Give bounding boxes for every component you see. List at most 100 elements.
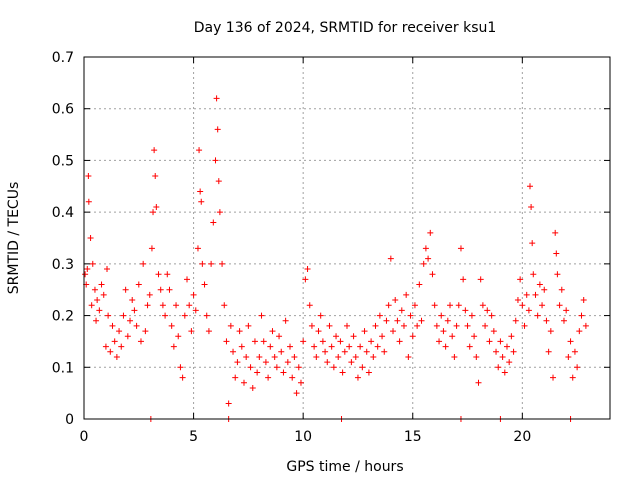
data-point	[447, 302, 454, 309]
data-point	[536, 281, 543, 288]
data-point	[471, 333, 478, 340]
data-point	[245, 322, 252, 329]
data-point	[133, 322, 140, 329]
data-point	[330, 364, 337, 371]
data-point	[140, 260, 147, 267]
data-point	[91, 286, 98, 293]
data-point	[335, 353, 342, 360]
data-point	[232, 374, 239, 381]
data-point	[547, 328, 554, 335]
data-point	[150, 209, 157, 216]
data-point	[98, 281, 105, 288]
data-point	[227, 322, 234, 329]
data-point	[569, 374, 576, 381]
data-point	[482, 322, 489, 329]
data-point	[479, 302, 486, 309]
data-point	[137, 338, 144, 345]
data-point	[523, 291, 530, 298]
plot-frame	[83, 56, 611, 420]
data-point	[118, 343, 125, 350]
data-point	[267, 343, 274, 350]
data-point	[238, 343, 245, 350]
data-point	[390, 328, 397, 335]
y-axis-label: SRMTID / TECUs	[6, 182, 22, 295]
data-point	[177, 364, 184, 371]
data-point	[315, 328, 322, 335]
data-point	[582, 322, 589, 329]
data-point	[433, 322, 440, 329]
data-point	[122, 286, 129, 293]
data-point	[300, 338, 307, 345]
data-point	[444, 317, 451, 324]
data-point	[346, 343, 353, 350]
data-point	[109, 322, 116, 329]
y-tick-label: 0	[65, 412, 74, 428]
data-point	[205, 328, 212, 335]
data-point	[201, 281, 208, 288]
data-point	[527, 183, 534, 190]
data-point	[196, 147, 203, 154]
data-point	[216, 209, 223, 216]
data-point	[503, 343, 510, 350]
data-point	[84, 266, 91, 273]
data-point	[293, 390, 300, 397]
data-point	[87, 235, 94, 241]
data-point	[282, 317, 289, 324]
data-point	[273, 364, 280, 371]
data-point	[322, 348, 329, 355]
data-point	[113, 353, 120, 360]
data-point	[567, 338, 574, 345]
data-point	[89, 260, 96, 267]
data-point	[411, 302, 418, 309]
data-point	[317, 312, 324, 319]
data-point	[578, 312, 585, 319]
data-point	[383, 317, 390, 324]
data-point	[405, 353, 412, 360]
data-point	[571, 348, 578, 355]
data-point	[304, 266, 311, 273]
data-point	[107, 348, 114, 355]
data-point	[361, 328, 368, 335]
data-point	[558, 286, 565, 293]
y-tick-label: 0.3	[52, 257, 74, 273]
data-point	[192, 307, 199, 314]
data-point	[418, 317, 425, 324]
data-point	[120, 312, 127, 319]
data-point	[214, 126, 221, 133]
data-point	[131, 307, 138, 314]
data-point	[512, 317, 519, 324]
data-point	[407, 312, 414, 319]
y-tick-label: 0.1	[52, 360, 74, 376]
data-point	[271, 353, 278, 360]
data-point	[392, 297, 399, 304]
data-point	[381, 348, 388, 355]
data-point	[359, 364, 366, 371]
data-point	[142, 328, 149, 335]
data-point	[135, 281, 142, 288]
data-point	[462, 307, 469, 314]
data-point	[194, 245, 201, 252]
data-point	[164, 271, 171, 278]
data-point	[240, 379, 247, 386]
data-point	[449, 333, 456, 340]
data-point	[278, 348, 285, 355]
data-point	[455, 302, 462, 309]
data-point	[243, 353, 250, 360]
data-point	[368, 338, 375, 345]
data-points	[82, 95, 589, 422]
data-point	[256, 353, 263, 360]
data-point	[350, 333, 357, 340]
data-point	[297, 379, 304, 386]
data-point	[545, 348, 552, 355]
data-point	[173, 302, 180, 309]
data-point	[124, 333, 131, 340]
data-point	[394, 317, 401, 324]
data-point	[333, 333, 340, 340]
data-point	[344, 322, 350, 329]
data-point	[208, 260, 215, 267]
data-point	[488, 312, 495, 319]
data-point	[280, 369, 287, 376]
data-point	[179, 374, 186, 381]
data-point	[414, 322, 421, 329]
